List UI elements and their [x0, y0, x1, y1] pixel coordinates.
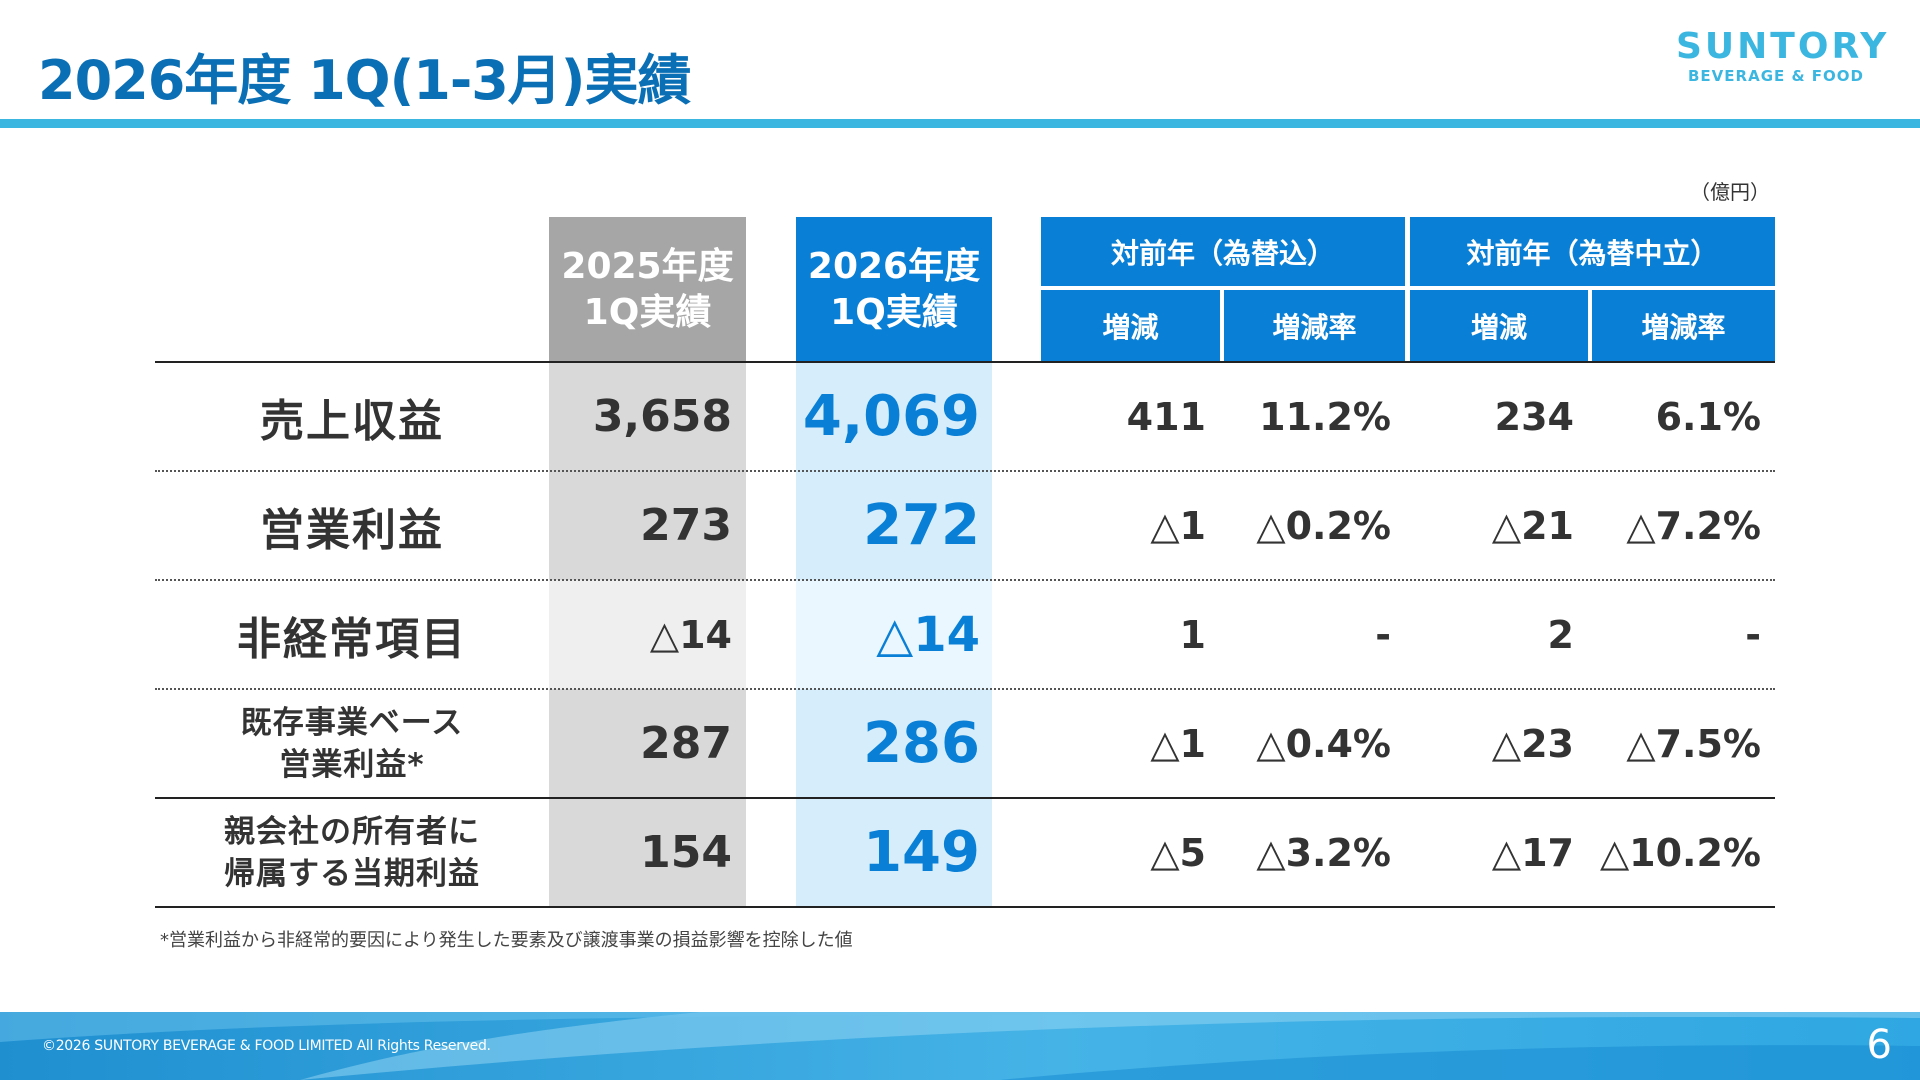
value-2026: △14	[876, 606, 980, 663]
row-separator	[155, 688, 1775, 690]
row-separator-solid	[155, 797, 1775, 799]
header-rate-fx-neutral: 増減率	[1592, 290, 1775, 362]
suntory-logo: SUNTORY BEVERAGE & FOOD	[1676, 26, 1890, 86]
row-label-net-profit: 親会社の所有者に 帰属する当期利益	[155, 798, 549, 907]
value-change: △1	[1150, 721, 1206, 766]
value-2025: 287	[640, 718, 732, 769]
value-2026: 149	[863, 820, 980, 885]
value-2025: 154	[640, 827, 732, 878]
value-2025: 273	[640, 500, 732, 551]
row-label-operating-profit: 営業利益	[155, 471, 549, 580]
value-change: △5	[1150, 830, 1206, 875]
row-separator	[155, 579, 1775, 581]
footer-wave-graphic	[0, 1012, 1920, 1080]
col-2026-row3-background	[796, 580, 992, 689]
footer-band	[0, 1012, 1920, 1080]
row-label-core-operating-profit: 既存事業ベース 営業利益*	[155, 689, 549, 798]
header-2026-line1: 2026年度	[807, 245, 981, 287]
value-change-neutral: 2	[1547, 612, 1574, 657]
page-number: 6	[1866, 1022, 1892, 1068]
header-2026-q1: 2026年度 1Q実績	[796, 217, 992, 362]
row-separator	[155, 470, 1775, 472]
value-change-neutral: △21	[1491, 503, 1574, 548]
table-header-rule	[155, 361, 1775, 363]
value-rate: △3.2%	[1256, 830, 1391, 875]
value-rate: △0.4%	[1256, 721, 1391, 766]
copyright: ©2026 SUNTORY BEVERAGE & FOOD LIMITED Al…	[42, 1038, 491, 1054]
value-rate-neutral: △10.2%	[1599, 830, 1761, 875]
table-bottom-rule	[155, 906, 1775, 908]
unit-label: （億円）	[1690, 180, 1770, 204]
value-change-neutral: △17	[1491, 830, 1574, 875]
page-title: 2026年度 1Q(1-3月)実績	[38, 49, 691, 112]
value-2026: 286	[863, 711, 980, 776]
header-2026-line2: 1Q実績	[830, 291, 958, 333]
value-rate-neutral: △7.5%	[1626, 721, 1761, 766]
header-yoy-fx-included: 対前年（為替込）	[1041, 217, 1405, 286]
col-2025-row3-background	[549, 580, 746, 689]
header-change-fx-neutral: 増減	[1410, 290, 1588, 362]
value-rate-neutral: 6.1%	[1655, 394, 1761, 439]
row-label-text: 売上収益	[260, 395, 444, 447]
value-change-neutral: 234	[1494, 394, 1574, 439]
value-2026: 272	[863, 493, 980, 558]
header-divider	[0, 119, 1920, 128]
value-2026: 4,069	[802, 384, 980, 449]
row-label-line2: 営業利益*	[279, 746, 425, 783]
logo-wordmark: SUNTORY	[1676, 26, 1890, 67]
value-rate: -	[1375, 612, 1391, 657]
row-label-non-recurring: 非経常項目	[155, 580, 549, 689]
value-rate-neutral: -	[1745, 612, 1761, 657]
header-rate-fx-included: 増減率	[1224, 290, 1405, 362]
row-label-line1: 親会社の所有者に	[224, 813, 480, 850]
row-label-text: 非経常項目	[237, 613, 467, 665]
value-rate-neutral: △7.2%	[1626, 503, 1761, 548]
value-change: 411	[1126, 394, 1206, 439]
row-label-line1: 既存事業ベース	[240, 704, 464, 741]
value-2025: 3,658	[592, 391, 732, 442]
row-label-line2: 帰属する当期利益	[224, 855, 480, 892]
row-label-text: 営業利益	[260, 504, 444, 556]
row-label-revenue: 売上収益	[155, 362, 549, 471]
value-change: 1	[1179, 612, 1206, 657]
results-table: 2025年度 1Q実績 2026年度 1Q実績 対前年（為替込） 対前年（為替中…	[155, 217, 1775, 908]
value-2025: △14	[649, 612, 732, 657]
header-change-fx-included: 増減	[1041, 290, 1220, 362]
header-2025-line2: 1Q実績	[583, 291, 712, 333]
footnote: *営業利益から非経常的要因により発生した要素及び譲渡事業の損益影響を控除した値	[160, 930, 853, 951]
value-rate: △0.2%	[1256, 503, 1391, 548]
logo-subtitle: BEVERAGE & FOOD	[1688, 67, 1864, 85]
value-change: △1	[1150, 503, 1206, 548]
value-change-neutral: △23	[1491, 721, 1574, 766]
header-yoy-fx-neutral: 対前年（為替中立）	[1410, 217, 1775, 286]
header-2025-line1: 2025年度	[561, 245, 734, 287]
header-2025-q1: 2025年度 1Q実績	[549, 217, 746, 362]
value-rate: 11.2%	[1259, 394, 1391, 439]
